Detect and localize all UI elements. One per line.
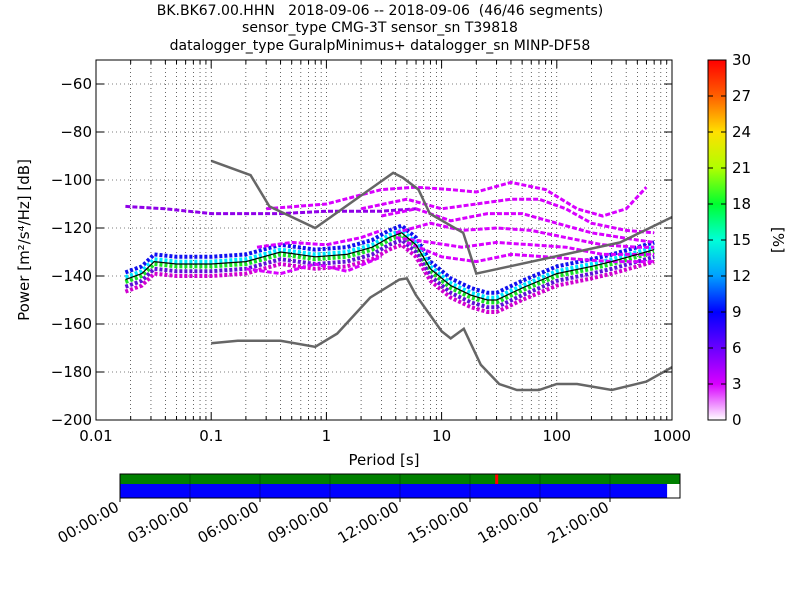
outlier-trace — [406, 241, 655, 264]
x-tick-label: 0.1 — [199, 427, 223, 445]
y-tick-label: −120 — [51, 219, 92, 237]
colorbar-tick-label: 0 — [732, 411, 742, 429]
coverage-timeline: 00:00:00 03:00:00 06:00:00 09:00:00 12:00:00… — [55, 473, 681, 547]
colorbar-tick-label: 15 — [732, 231, 751, 249]
colorbar-tick-label: 12 — [732, 267, 751, 285]
y-tick-label: −100 — [51, 171, 92, 189]
chart-title-line-2: sensor_type CMG-3T sensor_sn T39818 — [242, 20, 518, 36]
colorbar-tick-label: 24 — [732, 123, 751, 141]
plot-frame — [95, 59, 673, 421]
colorbar-tick-label: 18 — [732, 195, 751, 213]
nlnm-line — [211, 277, 672, 392]
outlier-trace — [395, 221, 655, 249]
colorbar-tick-label: 9 — [732, 303, 742, 321]
colorbar-tick-label: 27 — [732, 87, 751, 105]
y-tick-label: −160 — [51, 315, 92, 333]
x-tick-label: 1000 — [653, 427, 691, 445]
timeline-tick-label: 18:00:00 — [475, 498, 542, 547]
y-tick-label: −60 — [60, 75, 92, 93]
timeline-tick-label: 00:00:00 — [55, 498, 122, 547]
density-band — [124, 237, 655, 310]
density-band — [124, 242, 655, 314]
timeline-tick-label: 12:00:00 — [335, 498, 402, 547]
x-tick-label: 10 — [432, 427, 451, 445]
colorbar-label: [%] — [769, 227, 787, 253]
timeline-tick-label: 21:00:00 — [545, 498, 612, 547]
chart-title-line-3: datalogger_type GuralpMinimus+ datalogge… — [169, 38, 591, 54]
outlier-trace — [256, 228, 382, 249]
x-tick-label: 0.01 — [79, 427, 112, 445]
coverage-green-bar — [120, 474, 680, 484]
y-tick-label: −200 — [51, 411, 92, 429]
colorbar-tick-label: 6 — [732, 339, 742, 357]
outlier-trace — [266, 180, 648, 218]
timeline-tick-label: 03:00:00 — [125, 498, 192, 547]
grid-lines — [96, 60, 672, 421]
outlier-trace — [381, 207, 655, 244]
density-band — [124, 228, 655, 300]
colorbar-ticks: 0 3 6 9 12 15 18 21 24 27 30 — [708, 51, 751, 429]
data-marks — [124, 159, 672, 392]
colorbar-tick-label: 3 — [732, 375, 742, 393]
y-tick-label: −80 — [60, 123, 92, 141]
axes: 0.01 0.1 1 10 100 1000 −200 −180 −160 −140 −120 −10… — [51, 60, 691, 445]
density-band — [124, 232, 655, 305]
mode-line — [125, 232, 655, 301]
timeline-tick-label: 06:00:00 — [195, 498, 262, 547]
outlier-trace — [245, 255, 382, 276]
outlier-trace — [125, 204, 417, 216]
y-tick-label: −140 — [51, 267, 92, 285]
y-axis-label: Power [m²/s⁴/Hz] [dB] — [15, 159, 33, 321]
colorbar-tick-label: 21 — [732, 159, 751, 177]
coverage-blue-bar — [120, 484, 668, 498]
coverage-gap-marker — [495, 474, 499, 484]
outlier-trace — [395, 236, 655, 256]
timeline-tick-label: 15:00:00 — [405, 498, 472, 547]
density-band — [124, 223, 655, 295]
timeline-tick-label: 09:00:00 — [265, 498, 332, 547]
colorbar-tick-label: 30 — [732, 51, 751, 69]
x-axis-label: Period [s] — [348, 451, 419, 469]
y-tick-label: −180 — [51, 363, 92, 381]
x-tick-label: 1 — [322, 427, 332, 445]
nhnm-line — [210, 159, 672, 276]
chart-title-line-1: BK.BK67.00.HHN 2018-09-06 -- 2018-09-06 … — [156, 3, 604, 19]
x-tick-label: 100 — [542, 427, 571, 445]
